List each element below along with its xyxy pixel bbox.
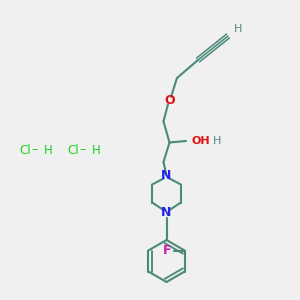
Text: H: H	[92, 143, 100, 157]
Text: OH: OH	[192, 136, 211, 146]
Text: O: O	[164, 94, 175, 107]
Text: –: –	[80, 143, 85, 157]
Text: H: H	[213, 136, 221, 146]
Text: H: H	[234, 23, 243, 34]
Text: Cl: Cl	[68, 143, 79, 157]
Text: F: F	[163, 244, 171, 257]
Text: H: H	[44, 143, 52, 157]
Text: –: –	[32, 143, 38, 157]
Text: N: N	[161, 206, 172, 220]
Text: Cl: Cl	[20, 143, 31, 157]
Text: N: N	[161, 169, 172, 182]
